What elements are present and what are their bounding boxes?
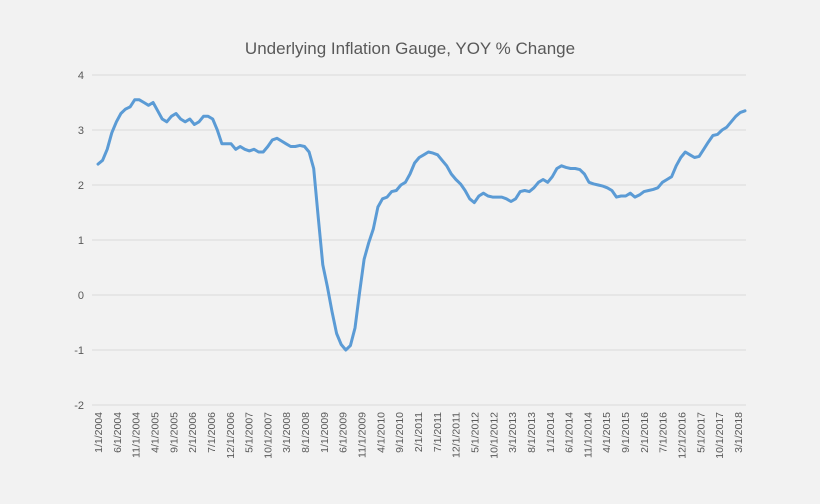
x-tick-label: 12/1/2016 bbox=[677, 412, 689, 459]
y-tick-label: 3 bbox=[78, 125, 84, 137]
chart-title: Underlying Inflation Gauge, YOY % Change bbox=[245, 39, 575, 58]
x-tick-label: 11/1/2009 bbox=[357, 412, 369, 458]
x-tick-label: 2/1/2006 bbox=[187, 412, 199, 453]
x-tick-label: 1/1/2004 bbox=[93, 412, 105, 453]
x-tick-label: 5/1/2012 bbox=[469, 412, 481, 453]
x-tick-label: 11/1/2004 bbox=[131, 412, 143, 458]
x-tick-label: 1/1/2009 bbox=[319, 412, 331, 453]
y-tick-label: -2 bbox=[74, 400, 84, 412]
x-tick-label: 4/1/2015 bbox=[601, 412, 613, 453]
y-axis-ticks: 4 3 2 1 0 -1 -2 bbox=[74, 70, 84, 412]
x-tick-label: 6/1/2004 bbox=[112, 412, 124, 453]
y-tick-label: -1 bbox=[74, 345, 84, 357]
x-tick-label: 2/1/2011 bbox=[413, 412, 425, 452]
series-layer bbox=[96, 98, 747, 352]
y-tick-label: 0 bbox=[78, 290, 84, 302]
x-axis-ticks: 1/1/2004 6/1/2004 11/1/2004 4/1/2005 9/1/200… bbox=[93, 412, 745, 459]
x-tick-label: 9/1/2005 bbox=[168, 412, 180, 453]
series-line bbox=[96, 98, 747, 352]
x-tick-label: 7/1/2006 bbox=[206, 412, 218, 453]
x-tick-label: 4/1/2010 bbox=[375, 412, 387, 453]
x-tick-label: 11/1/2014 bbox=[582, 412, 594, 458]
x-tick-label: 5/1/2007 bbox=[244, 412, 256, 453]
x-tick-label: 12/1/2006 bbox=[225, 412, 237, 459]
x-tick-label: 10/1/2007 bbox=[262, 412, 274, 459]
y-tick-label: 2 bbox=[78, 180, 84, 192]
x-tick-label: 1/1/2014 bbox=[545, 412, 557, 453]
x-tick-label: 12/1/2011 bbox=[451, 412, 463, 458]
x-tick-label: 8/1/2008 bbox=[300, 412, 312, 453]
x-tick-label: 3/1/2013 bbox=[507, 412, 519, 453]
x-tick-label: 10/1/2017 bbox=[714, 412, 726, 459]
x-tick-label: 3/1/2018 bbox=[733, 412, 745, 453]
y-tick-label: 1 bbox=[78, 235, 84, 247]
x-tick-label: 8/1/2013 bbox=[526, 412, 538, 453]
x-tick-label: 3/1/2008 bbox=[281, 412, 293, 453]
x-tick-label: 10/1/2012 bbox=[488, 412, 500, 459]
x-tick-label: 2/1/2016 bbox=[639, 412, 651, 453]
gridlines bbox=[92, 74, 746, 406]
x-tick-label: 5/1/2017 bbox=[695, 412, 707, 453]
y-tick-label: 4 bbox=[78, 70, 84, 82]
x-tick-label: 7/1/2011 bbox=[432, 412, 444, 452]
x-tick-label: 6/1/2014 bbox=[564, 412, 576, 453]
x-tick-label: 9/1/2015 bbox=[620, 412, 632, 453]
x-tick-label: 9/1/2010 bbox=[394, 412, 406, 453]
x-tick-label: 4/1/2005 bbox=[149, 412, 161, 453]
x-tick-label: 7/1/2016 bbox=[658, 412, 670, 453]
x-tick-label: 6/1/2009 bbox=[338, 412, 350, 453]
